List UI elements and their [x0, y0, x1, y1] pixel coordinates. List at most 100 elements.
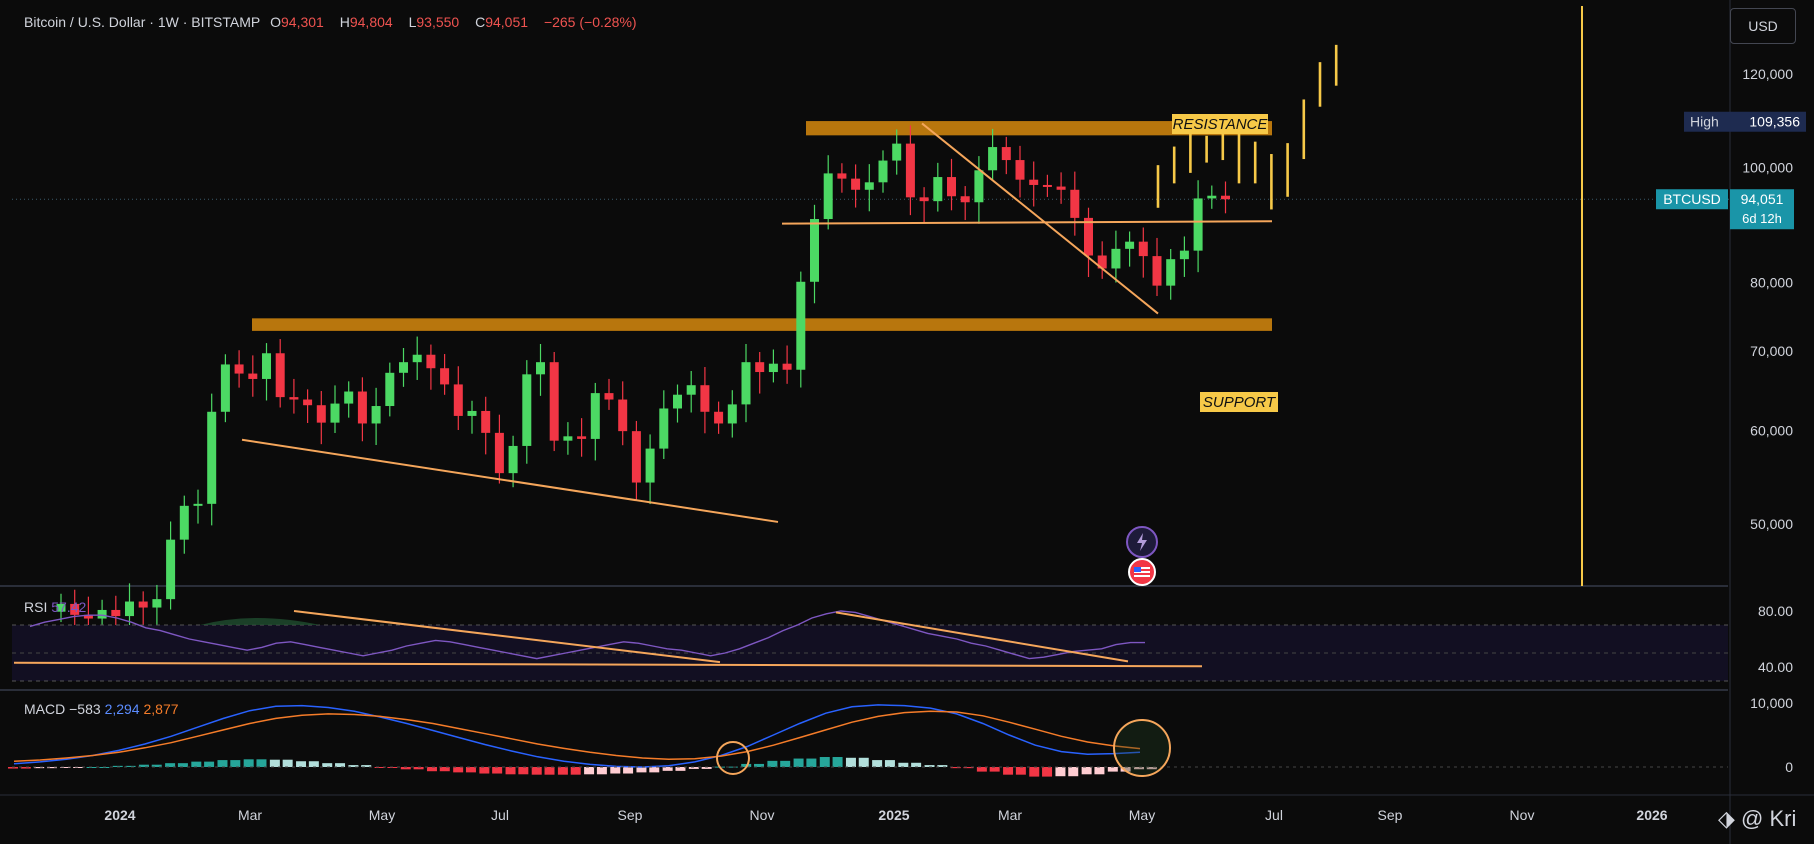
us-flag-icon[interactable] [1128, 558, 1156, 586]
rsi-value: 57.42 [51, 599, 87, 615]
close-value: 94,051 [485, 14, 529, 30]
candle-body [70, 603, 80, 615]
open-value: 94,301 [281, 14, 324, 30]
candle-body [1111, 248, 1121, 269]
lightning-icon[interactable] [1126, 526, 1158, 558]
candle-body [823, 173, 833, 220]
macd-histogram-bar [596, 767, 607, 775]
macd-signal-value: 2,877 [143, 701, 179, 717]
watermark: ⬗ @ Kri [1718, 806, 1797, 831]
candle-body [590, 393, 600, 439]
currency-button[interactable]: USD [1730, 8, 1796, 44]
x-axis-label: Nov [750, 807, 775, 823]
macd-histogram-bar [989, 767, 1000, 772]
macd-histogram-bar [60, 767, 71, 768]
macd-histogram-bar [335, 763, 346, 767]
high-price-tag: High 109,356 [1684, 111, 1806, 132]
macd-histogram-bar [649, 767, 660, 773]
macd-histogram-bar [217, 760, 228, 767]
macd-histogram-bar [151, 764, 162, 767]
symbol-tag-bg [1656, 189, 1728, 210]
macd-histogram-bar [8, 767, 18, 769]
macd-histogram-bar [1107, 767, 1118, 772]
candle-body [344, 391, 354, 404]
candle-body [453, 384, 463, 416]
candle-body [1193, 198, 1203, 251]
macd-histogram-bar [858, 757, 869, 767]
candle-body [837, 173, 847, 179]
rsi-trendline-2 [835, 611, 1129, 663]
macd-histogram-bar [256, 759, 267, 767]
macd-histogram-bar [322, 763, 333, 767]
macd-histogram-bar [531, 767, 542, 775]
rsi-tick-label: 80.00 [1758, 603, 1793, 619]
candle-body [933, 177, 943, 202]
macd-histogram-bar [924, 765, 935, 767]
macd-histogram-bar [165, 763, 176, 767]
macd-histogram-bar [308, 761, 319, 767]
high-value: 94,804 [349, 14, 393, 30]
low-label: L [408, 14, 417, 30]
candle-body [892, 143, 902, 161]
candle-body [1207, 195, 1217, 199]
macd-histogram-bar [296, 761, 307, 767]
macd-histogram-bar [125, 765, 136, 767]
macd-histogram-bar [872, 760, 883, 767]
candle-body [481, 410, 491, 433]
candle-body [1056, 186, 1066, 190]
macd-line-value: 2,294 [104, 701, 140, 717]
candle-body [988, 147, 998, 171]
candle-body [248, 373, 258, 379]
candle-body [289, 397, 299, 400]
candle-body [659, 408, 669, 449]
price-tick-label: 50,000 [1750, 516, 1793, 532]
candle-body [810, 219, 819, 282]
rsi-trendline-1 [293, 610, 721, 664]
rsi-support-line [13, 661, 1203, 668]
macd-histogram-bar [1015, 767, 1026, 775]
support-zone [252, 318, 1272, 331]
macd-histogram-bar [584, 767, 595, 775]
macd-histogram-bar [780, 760, 791, 767]
candle-body [179, 505, 189, 540]
candle-body [275, 353, 285, 398]
candle-body [645, 448, 655, 483]
macd-histogram-bar [662, 767, 673, 771]
price-tick-label: 100,000 [1742, 160, 1793, 176]
candle-body [1152, 256, 1162, 286]
macd-tick-label: 10,000 [1750, 695, 1793, 711]
candle-body [508, 445, 518, 474]
price-tick-label: 60,000 [1750, 422, 1793, 438]
high-tag-label: High [1690, 114, 1719, 130]
macd-cross-circle [716, 741, 750, 775]
macd-cross-circle-fill [1114, 720, 1170, 776]
macd-histogram-bar [400, 767, 411, 770]
candle-body [604, 393, 614, 400]
macd-histogram-bar [767, 760, 778, 767]
macd-histogram-bar [73, 767, 84, 768]
candle-body [207, 411, 217, 504]
change-value: −265 (−0.28%) [543, 14, 637, 30]
candle-body [152, 599, 162, 608]
macd-histogram-bar [112, 765, 123, 767]
x-axis-label: Sep [1378, 807, 1403, 823]
last-price-tag: BTCUSD 94,051 6d 12h [1656, 189, 1794, 230]
rsi-overbought-fill [200, 618, 320, 625]
price-tick-label: 70,000 [1750, 343, 1793, 359]
candle-body [755, 362, 765, 373]
macd-histogram-bar [557, 767, 568, 775]
candle-body [878, 160, 888, 183]
x-axis-label: Jul [491, 807, 509, 823]
candle-body [974, 170, 984, 203]
candle-body [522, 374, 532, 446]
macd-histogram-bar [1146, 767, 1157, 770]
macd-histogram-bar [426, 767, 437, 772]
macd-histogram-bar [1029, 767, 1040, 777]
candle-body [166, 539, 176, 600]
candle-body [371, 406, 381, 424]
candle-body [138, 601, 148, 608]
candle-body [686, 385, 696, 395]
macd-histogram-bar [1120, 767, 1131, 772]
